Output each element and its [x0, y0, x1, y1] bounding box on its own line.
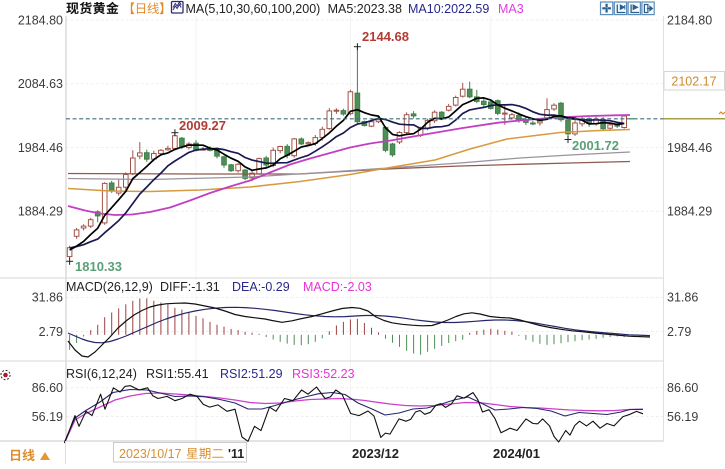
svg-text:RSI2:51.29: RSI2:51.29 [220, 367, 283, 381]
svg-text:56.19: 56.19 [667, 410, 698, 424]
svg-text:2.79: 2.79 [39, 325, 63, 339]
svg-text:31.86: 31.86 [32, 291, 63, 305]
svg-text:2.79: 2.79 [667, 325, 691, 339]
svg-text:MA(5,10,30,60,100,200): MA(5,10,30,60,100,200) [186, 2, 321, 16]
svg-text:1984.46: 1984.46 [667, 141, 712, 155]
svg-text:2009.27: 2009.27 [179, 118, 226, 133]
svg-text:2102.17: 2102.17 [671, 74, 716, 88]
svg-text:31.86: 31.86 [667, 291, 698, 305]
svg-text:MA10:2022.59: MA10:2022.59 [408, 2, 489, 16]
svg-text:MACD:-2.03: MACD:-2.03 [303, 280, 372, 294]
svg-text:2023/10/17: 2023/10/17 [119, 447, 182, 461]
svg-text:56.19: 56.19 [32, 410, 63, 424]
svg-text:2184.80: 2184.80 [18, 13, 63, 27]
svg-text:DIFF:-1.31: DIFF:-1.31 [160, 280, 220, 294]
svg-text:RSI(6,12,24): RSI(6,12,24) [66, 367, 137, 381]
svg-text:1810.33: 1810.33 [75, 259, 122, 274]
svg-text:DEA:-0.29: DEA:-0.29 [232, 280, 290, 294]
svg-text:1984.46: 1984.46 [18, 141, 63, 155]
svg-text:2001.72: 2001.72 [572, 138, 619, 153]
svg-text:2184.80: 2184.80 [667, 13, 712, 27]
svg-text:MA3: MA3 [498, 2, 524, 16]
svg-text:2084.63: 2084.63 [18, 77, 63, 91]
svg-text:1884.29: 1884.29 [18, 205, 63, 219]
svg-text:MA5:2023.38: MA5:2023.38 [328, 2, 402, 16]
svg-text:86.60: 86.60 [667, 381, 698, 395]
svg-text:2023/12: 2023/12 [352, 446, 399, 461]
svg-text:2024/01: 2024/01 [493, 446, 540, 461]
svg-text:'11: '11 [228, 447, 244, 461]
svg-text:86.60: 86.60 [32, 381, 63, 395]
svg-text:RSI1:55.41: RSI1:55.41 [146, 367, 209, 381]
svg-text:MACD(26,12,9): MACD(26,12,9) [66, 280, 153, 294]
svg-text:1884.29: 1884.29 [667, 205, 712, 219]
svg-text:2144.68: 2144.68 [362, 29, 409, 44]
svg-text:RSI3:52.23: RSI3:52.23 [292, 367, 355, 381]
